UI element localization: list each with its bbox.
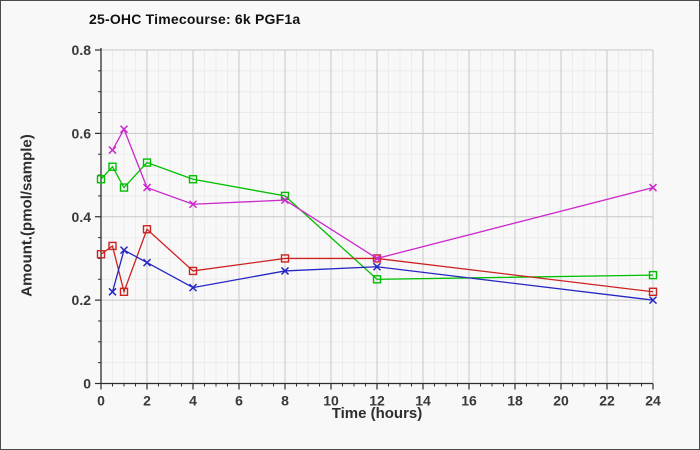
- marker-x: [108, 287, 117, 296]
- marker-x: [142, 183, 152, 192]
- marker-square: [372, 275, 382, 284]
- series-green-squares: [96, 158, 658, 284]
- svg-text:0: 0: [83, 376, 91, 392]
- x-axis-title: Time (hours): [331, 405, 423, 422]
- marker-square: [648, 287, 658, 296]
- chart-title: 25-OHC Timecourse: 6k PGF1a: [89, 11, 301, 27]
- marker-square: [96, 175, 106, 184]
- svg-text:6: 6: [235, 393, 243, 409]
- marker-square: [119, 287, 129, 296]
- marker-x: [648, 296, 658, 305]
- marker-x: [372, 262, 382, 271]
- svg-text:16: 16: [461, 393, 477, 409]
- series-magenta-crosses: [108, 125, 658, 263]
- svg-text:22: 22: [599, 393, 615, 409]
- marker-x: [648, 183, 658, 192]
- svg-text:18: 18: [507, 393, 523, 409]
- marker-square: [188, 175, 198, 184]
- svg-text:0.4: 0.4: [72, 209, 92, 225]
- y-tick-labels: 0 0.2 0.4 0.6 0.8: [72, 42, 92, 392]
- marker-x: [119, 246, 129, 255]
- svg-text:12: 12: [369, 393, 385, 409]
- marker-square: [188, 266, 198, 276]
- marker-x: [280, 196, 290, 205]
- svg-text:24: 24: [645, 393, 661, 409]
- marker-x: [188, 283, 198, 292]
- data-series: [96, 125, 658, 305]
- x-tick-labels: 0 2 4 6 8 10 12 14 16 18 20 22 24: [97, 393, 661, 409]
- marker-x: [119, 125, 129, 134]
- series-blue-crosses: [108, 246, 658, 305]
- svg-text:20: 20: [553, 393, 569, 409]
- svg-text:2: 2: [143, 393, 151, 409]
- marker-x: [280, 266, 290, 275]
- svg-text:0.8: 0.8: [72, 42, 92, 58]
- marker-square: [372, 254, 382, 263]
- marker-x: [188, 200, 198, 209]
- marker-square: [142, 158, 152, 167]
- tick-marks: [95, 49, 654, 390]
- svg-text:8: 8: [281, 393, 289, 409]
- marker-square: [648, 270, 658, 280]
- svg-text:0.2: 0.2: [72, 292, 92, 308]
- marker-square: [280, 254, 290, 263]
- marker-x: [142, 258, 152, 267]
- marker-square: [119, 183, 129, 192]
- series-red-squares: [96, 225, 658, 296]
- marker-square: [96, 250, 106, 259]
- svg-text:0.6: 0.6: [72, 125, 92, 141]
- svg-text:0: 0: [97, 393, 105, 409]
- marker-square: [108, 241, 117, 251]
- svg-text:10: 10: [323, 393, 339, 409]
- svg-text:14: 14: [415, 393, 431, 409]
- major-gridlines: [101, 49, 654, 384]
- marker-x: [108, 146, 117, 155]
- marker-square: [142, 225, 152, 234]
- svg-text:4: 4: [189, 393, 197, 409]
- marker-x: [372, 254, 382, 263]
- marker-square: [108, 162, 117, 171]
